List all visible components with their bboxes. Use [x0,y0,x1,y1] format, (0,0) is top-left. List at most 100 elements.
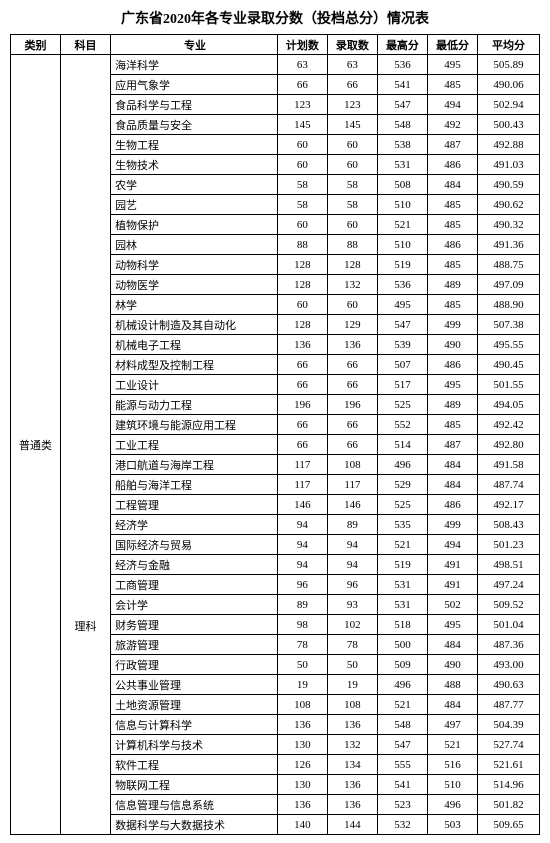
plan-cell: 60 [277,215,327,235]
plan-cell: 60 [277,295,327,315]
min-cell: 521 [427,735,477,755]
max-cell: 525 [377,495,427,515]
max-cell: 529 [377,475,427,495]
admit-cell: 132 [327,275,377,295]
header-subject: 科目 [61,35,111,55]
major-cell: 生物技术 [111,155,278,175]
avg-cell: 491.03 [477,155,539,175]
major-cell: 数据科学与大数据技术 [111,815,278,835]
min-cell: 495 [427,375,477,395]
min-cell: 487 [427,435,477,455]
admit-cell: 144 [327,815,377,835]
major-cell: 港口航道与海岸工程 [111,455,278,475]
plan-cell: 94 [277,535,327,555]
max-cell: 541 [377,75,427,95]
major-cell: 旅游管理 [111,635,278,655]
plan-cell: 140 [277,815,327,835]
plan-cell: 128 [277,315,327,335]
plan-cell: 145 [277,115,327,135]
min-cell: 489 [427,395,477,415]
admit-cell: 146 [327,495,377,515]
major-cell: 能源与动力工程 [111,395,278,415]
major-cell: 财务管理 [111,615,278,635]
admit-cell: 145 [327,115,377,135]
admit-cell: 63 [327,55,377,75]
avg-cell: 487.36 [477,635,539,655]
admit-cell: 94 [327,535,377,555]
max-cell: 538 [377,135,427,155]
max-cell: 548 [377,115,427,135]
major-cell: 国际经济与贸易 [111,535,278,555]
avg-cell: 490.62 [477,195,539,215]
max-cell: 510 [377,235,427,255]
max-cell: 521 [377,695,427,715]
min-cell: 502 [427,595,477,615]
admit-cell: 66 [327,75,377,95]
avg-cell: 500.43 [477,115,539,135]
admit-cell: 60 [327,135,377,155]
admit-cell: 58 [327,175,377,195]
plan-cell: 128 [277,275,327,295]
admit-cell: 93 [327,595,377,615]
plan-cell: 66 [277,435,327,455]
min-cell: 485 [427,215,477,235]
major-cell: 计算机科学与技术 [111,735,278,755]
avg-cell: 494.05 [477,395,539,415]
admit-cell: 78 [327,635,377,655]
avg-cell: 490.59 [477,175,539,195]
max-cell: 552 [377,415,427,435]
admit-cell: 117 [327,475,377,495]
plan-cell: 58 [277,175,327,195]
table-row: 普通类理科海洋科学6363536495505.89 [11,55,540,75]
plan-cell: 58 [277,195,327,215]
plan-cell: 66 [277,375,327,395]
min-cell: 484 [427,695,477,715]
admit-cell: 196 [327,395,377,415]
min-cell: 486 [427,355,477,375]
category-cell: 普通类 [11,55,61,835]
admit-cell: 128 [327,255,377,275]
major-cell: 植物保护 [111,215,278,235]
plan-cell: 66 [277,75,327,95]
avg-cell: 491.36 [477,235,539,255]
max-cell: 518 [377,615,427,635]
avg-cell: 488.75 [477,255,539,275]
avg-cell: 508.43 [477,515,539,535]
min-cell: 510 [427,775,477,795]
avg-cell: 491.58 [477,455,539,475]
major-cell: 工业工程 [111,435,278,455]
major-cell: 园林 [111,235,278,255]
admit-cell: 102 [327,615,377,635]
max-cell: 531 [377,575,427,595]
max-cell: 523 [377,795,427,815]
min-cell: 490 [427,655,477,675]
max-cell: 547 [377,95,427,115]
avg-cell: 521.61 [477,755,539,775]
major-cell: 建筑环境与能源应用工程 [111,415,278,435]
major-cell: 经济与金融 [111,555,278,575]
avg-cell: 501.23 [477,535,539,555]
min-cell: 485 [427,195,477,215]
max-cell: 495 [377,295,427,315]
avg-cell: 527.74 [477,735,539,755]
avg-cell: 490.32 [477,215,539,235]
min-cell: 495 [427,615,477,635]
max-cell: 555 [377,755,427,775]
plan-cell: 60 [277,135,327,155]
plan-cell: 19 [277,675,327,695]
major-cell: 经济学 [111,515,278,535]
page-title: 广东省2020年各专业录取分数（投档总分）情况表 [10,8,540,28]
avg-cell: 501.55 [477,375,539,395]
major-cell: 工业设计 [111,375,278,395]
max-cell: 517 [377,375,427,395]
plan-cell: 94 [277,555,327,575]
plan-cell: 126 [277,755,327,775]
max-cell: 508 [377,175,427,195]
max-cell: 531 [377,155,427,175]
min-cell: 484 [427,175,477,195]
min-cell: 503 [427,815,477,835]
max-cell: 514 [377,435,427,455]
min-cell: 484 [427,635,477,655]
admit-cell: 134 [327,755,377,775]
avg-cell: 492.88 [477,135,539,155]
